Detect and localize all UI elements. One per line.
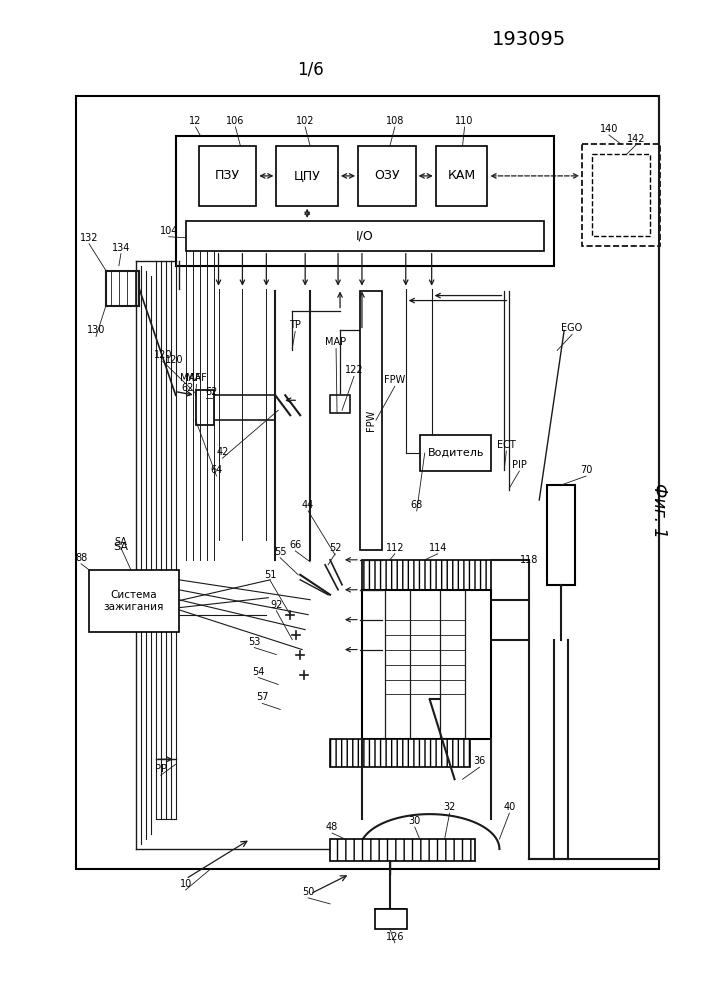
- Bar: [362, 560, 491, 590]
- Text: 30: 30: [409, 816, 421, 826]
- Bar: [176, 136, 554, 266]
- Text: 142: 142: [627, 134, 645, 144]
- Text: КАМ: КАМ: [447, 169, 476, 182]
- Text: 122: 122: [345, 365, 364, 375]
- Text: 40: 40: [503, 802, 515, 812]
- Bar: [196, 390, 213, 425]
- Bar: [360, 291, 382, 550]
- Bar: [76, 96, 658, 869]
- Circle shape: [118, 283, 128, 293]
- Text: 53: 53: [249, 637, 260, 647]
- Text: 126: 126: [385, 932, 404, 942]
- Text: PP: PP: [154, 764, 167, 774]
- Bar: [330, 839, 475, 861]
- Text: ECT: ECT: [497, 440, 516, 450]
- Text: I/O: I/O: [356, 229, 374, 242]
- Text: MAF: MAF: [186, 373, 207, 383]
- Bar: [360, 291, 382, 550]
- Bar: [592, 154, 650, 236]
- Text: 102: 102: [296, 116, 314, 126]
- Text: 70: 70: [580, 465, 592, 475]
- Text: 64: 64: [211, 465, 223, 475]
- Text: 62: 62: [206, 387, 218, 397]
- Text: 134: 134: [112, 243, 130, 253]
- Text: Водитель: Водитель: [428, 448, 484, 458]
- Bar: [89, 570, 179, 632]
- Text: FPW: FPW: [366, 410, 376, 431]
- Text: 104: 104: [159, 226, 178, 236]
- Bar: [199, 146, 256, 206]
- Text: 130: 130: [87, 325, 105, 335]
- Text: 52: 52: [329, 543, 341, 553]
- Text: 118: 118: [520, 555, 538, 565]
- Text: 50: 50: [302, 887, 314, 897]
- Text: 57: 57: [256, 692, 269, 702]
- Text: 112: 112: [385, 543, 404, 553]
- Text: 36: 36: [473, 756, 486, 766]
- Text: 108: 108: [385, 116, 404, 126]
- Text: 193095: 193095: [492, 30, 567, 49]
- Bar: [420, 435, 491, 471]
- Text: ОЗУ: ОЗУ: [374, 169, 399, 182]
- Bar: [548, 485, 575, 585]
- Bar: [582, 144, 660, 246]
- Text: MAP: MAP: [326, 337, 347, 347]
- Text: SA: SA: [114, 537, 127, 547]
- Text: TP: TP: [289, 320, 301, 330]
- Text: PIP: PIP: [512, 460, 526, 470]
- Text: 48: 48: [326, 822, 338, 832]
- Text: 32: 32: [444, 802, 456, 812]
- Text: 54: 54: [252, 667, 265, 677]
- Text: ЦПУ: ЦПУ: [294, 169, 321, 182]
- Text: 106: 106: [226, 116, 244, 126]
- Text: FPW: FPW: [384, 375, 406, 385]
- Bar: [330, 739, 470, 767]
- Text: 92: 92: [270, 600, 282, 610]
- Bar: [185, 221, 544, 251]
- Text: 140: 140: [600, 124, 618, 134]
- Text: Фиг. 1: Фиг. 1: [650, 483, 668, 537]
- Text: 120: 120: [166, 355, 184, 365]
- Text: 1/6: 1/6: [297, 60, 324, 78]
- Text: 12: 12: [190, 116, 201, 126]
- Text: 51: 51: [264, 570, 277, 580]
- Text: 10: 10: [180, 879, 192, 889]
- Text: 44: 44: [302, 500, 314, 510]
- Bar: [375, 909, 406, 929]
- Text: ПЗУ: ПЗУ: [215, 169, 240, 182]
- Bar: [277, 146, 338, 206]
- Text: SA: SA: [114, 542, 128, 552]
- Text: MAF: MAF: [180, 373, 201, 383]
- Text: 42: 42: [216, 447, 229, 457]
- Bar: [358, 146, 416, 206]
- Text: Система
зажигания: Система зажигания: [104, 590, 164, 612]
- Bar: [436, 146, 487, 206]
- Bar: [330, 395, 350, 413]
- Text: 88: 88: [75, 553, 87, 563]
- Text: 62: 62: [181, 383, 194, 393]
- Bar: [362, 590, 491, 739]
- Text: 66: 66: [289, 540, 301, 550]
- Text: 114: 114: [428, 543, 447, 553]
- Text: 110: 110: [456, 116, 474, 126]
- Text: 68: 68: [411, 500, 423, 510]
- Text: 132: 132: [80, 233, 98, 243]
- Text: EGO: EGO: [562, 323, 583, 333]
- Text: 55: 55: [274, 547, 286, 557]
- Text: 120: 120: [154, 350, 172, 360]
